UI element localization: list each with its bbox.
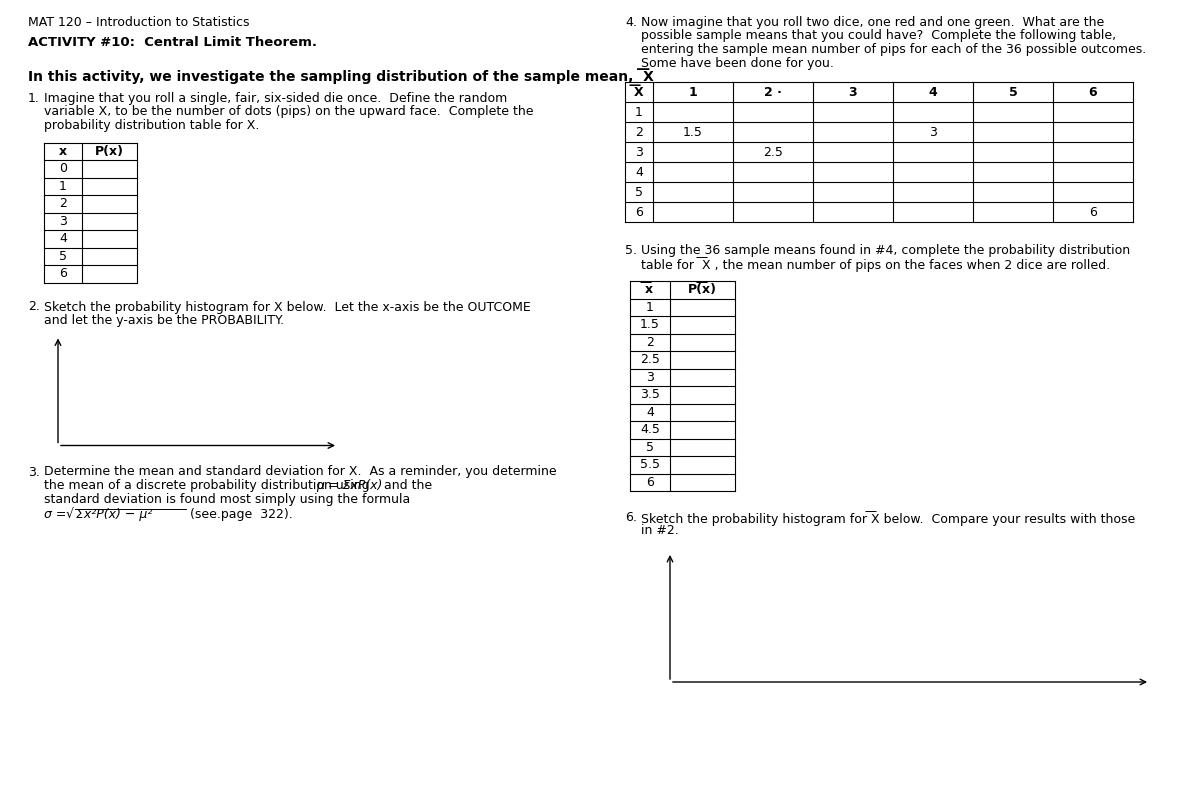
Text: ͞x: ͞x: [646, 283, 654, 297]
Text: ͞X: ͞X: [635, 85, 644, 99]
Text: 2.: 2.: [27, 301, 39, 313]
Text: P(x): P(x): [94, 145, 124, 157]
Text: 1: 1: [635, 105, 643, 119]
Text: P(͞x): P(͞x): [688, 283, 717, 297]
Text: 3: 3: [59, 214, 67, 228]
Text: 5.: 5.: [625, 244, 637, 257]
Text: 4: 4: [635, 165, 643, 179]
Text: √: √: [66, 508, 74, 521]
Text: Imagine that you roll a single, fair, six-sided die once.  Define the random: Imagine that you roll a single, fair, si…: [44, 92, 507, 105]
Text: 3: 3: [646, 371, 654, 384]
Text: variable X, to be the number of dots (pips) on the upward face.  Complete the: variable X, to be the number of dots (pi…: [44, 105, 533, 119]
Text: 4.5: 4.5: [641, 423, 660, 437]
Text: Now imagine that you roll two dice, one red and one green.  What are the: Now imagine that you roll two dice, one …: [641, 16, 1104, 29]
Text: 2: 2: [59, 197, 67, 210]
Text: 2 ·: 2 ·: [764, 85, 782, 99]
Text: 3.: 3.: [27, 465, 39, 479]
Text: 6: 6: [635, 206, 643, 218]
Text: possible sample means that you could have?  Complete the following table,: possible sample means that you could hav…: [641, 29, 1116, 43]
Text: μ = ΣxP(x): μ = ΣxP(x): [315, 479, 382, 492]
Text: 6: 6: [646, 475, 654, 489]
Text: probability distribution table for X.: probability distribution table for X.: [44, 119, 259, 132]
Text: 2.5: 2.5: [764, 146, 783, 158]
Text: In this activity, we investigate the sampling distribution of the sample mean,  : In this activity, we investigate the sam…: [27, 68, 654, 84]
Text: table for  ͞X , the mean number of pips on the faces when 2 dice are rolled.: table for ͞X , the mean number of pips o…: [641, 258, 1110, 272]
Text: MAT 120 – Introduction to Statistics: MAT 120 – Introduction to Statistics: [27, 16, 250, 29]
Text: x: x: [59, 145, 67, 157]
Text: 3: 3: [929, 126, 937, 138]
Text: 6: 6: [1089, 206, 1097, 218]
Text: the mean of a discrete probability distribution using: the mean of a discrete probability distr…: [44, 479, 369, 492]
Text: 1: 1: [59, 180, 67, 193]
Text: 1.5: 1.5: [641, 318, 660, 331]
Text: 1.: 1.: [27, 92, 39, 105]
Text: 5: 5: [646, 441, 654, 454]
Text: 1.5: 1.5: [684, 126, 703, 138]
Text: 6: 6: [59, 267, 67, 280]
Text: standard deviation is found most simply using the formula: standard deviation is found most simply …: [44, 493, 410, 505]
Text: 3.5: 3.5: [641, 388, 660, 401]
Text: and let the y-axis be the PROBABILITY.: and let the y-axis be the PROBABILITY.: [44, 314, 284, 327]
Text: Using the 36 sample means found in #4, complete the probability distribution: Using the 36 sample means found in #4, c…: [641, 244, 1130, 257]
Text: Sketch the probability histogram for ͞X below.  Compare your results with those: Sketch the probability histogram for ͞X …: [641, 511, 1135, 526]
Text: ACTIVITY #10:  Central Limit Theorem.: ACTIVITY #10: Central Limit Theorem.: [27, 36, 317, 49]
Text: 1: 1: [646, 301, 654, 314]
Text: 2: 2: [646, 335, 654, 349]
Text: 6: 6: [1089, 85, 1097, 99]
Text: Determine the mean and standard deviation for X.  As a reminder, you determine: Determine the mean and standard deviatio…: [44, 465, 557, 479]
Text: (see.page  322).: (see.page 322).: [190, 508, 293, 521]
Text: 5.5: 5.5: [641, 458, 660, 471]
Text: σ =: σ =: [44, 508, 67, 521]
Text: 3: 3: [848, 85, 857, 99]
Text: Σx²P(x) − μ²: Σx²P(x) − μ²: [76, 508, 153, 521]
Text: 5: 5: [1009, 85, 1017, 99]
Text: 5: 5: [635, 186, 643, 199]
Text: Some have been done for you.: Some have been done for you.: [641, 56, 834, 70]
Text: 6.: 6.: [625, 511, 637, 524]
Text: 2: 2: [635, 126, 643, 138]
Text: Sketch the probability histogram for X below.  Let the x-axis be the OUTCOME: Sketch the probability histogram for X b…: [44, 301, 531, 313]
Text: 4.: 4.: [625, 16, 637, 29]
Text: 5: 5: [59, 250, 67, 263]
Text: and the: and the: [384, 479, 433, 492]
Text: 4: 4: [646, 406, 654, 418]
Text: 0: 0: [59, 162, 67, 176]
Text: 4: 4: [929, 85, 937, 99]
Text: entering the sample mean number of pips for each of the 36 possible outcomes.: entering the sample mean number of pips …: [641, 43, 1146, 56]
Text: 3: 3: [635, 146, 643, 158]
Text: 2.5: 2.5: [641, 354, 660, 366]
Text: in #2.: in #2.: [641, 524, 679, 538]
Text: 1: 1: [688, 85, 698, 99]
Text: 4: 4: [59, 233, 67, 245]
